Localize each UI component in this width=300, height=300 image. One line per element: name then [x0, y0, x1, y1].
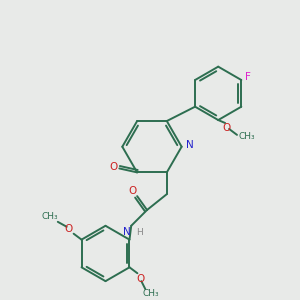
Text: O: O	[222, 123, 230, 133]
Text: F: F	[245, 72, 251, 82]
Text: N: N	[186, 140, 194, 150]
Text: O: O	[136, 274, 145, 284]
Text: O: O	[64, 224, 73, 234]
Text: H: H	[136, 228, 142, 237]
Text: CH₃: CH₃	[238, 132, 255, 141]
Text: CH₃: CH₃	[42, 212, 58, 221]
Text: N: N	[123, 227, 131, 237]
Text: O: O	[128, 186, 136, 196]
Text: CH₃: CH₃	[143, 289, 160, 298]
Text: O: O	[109, 163, 118, 172]
